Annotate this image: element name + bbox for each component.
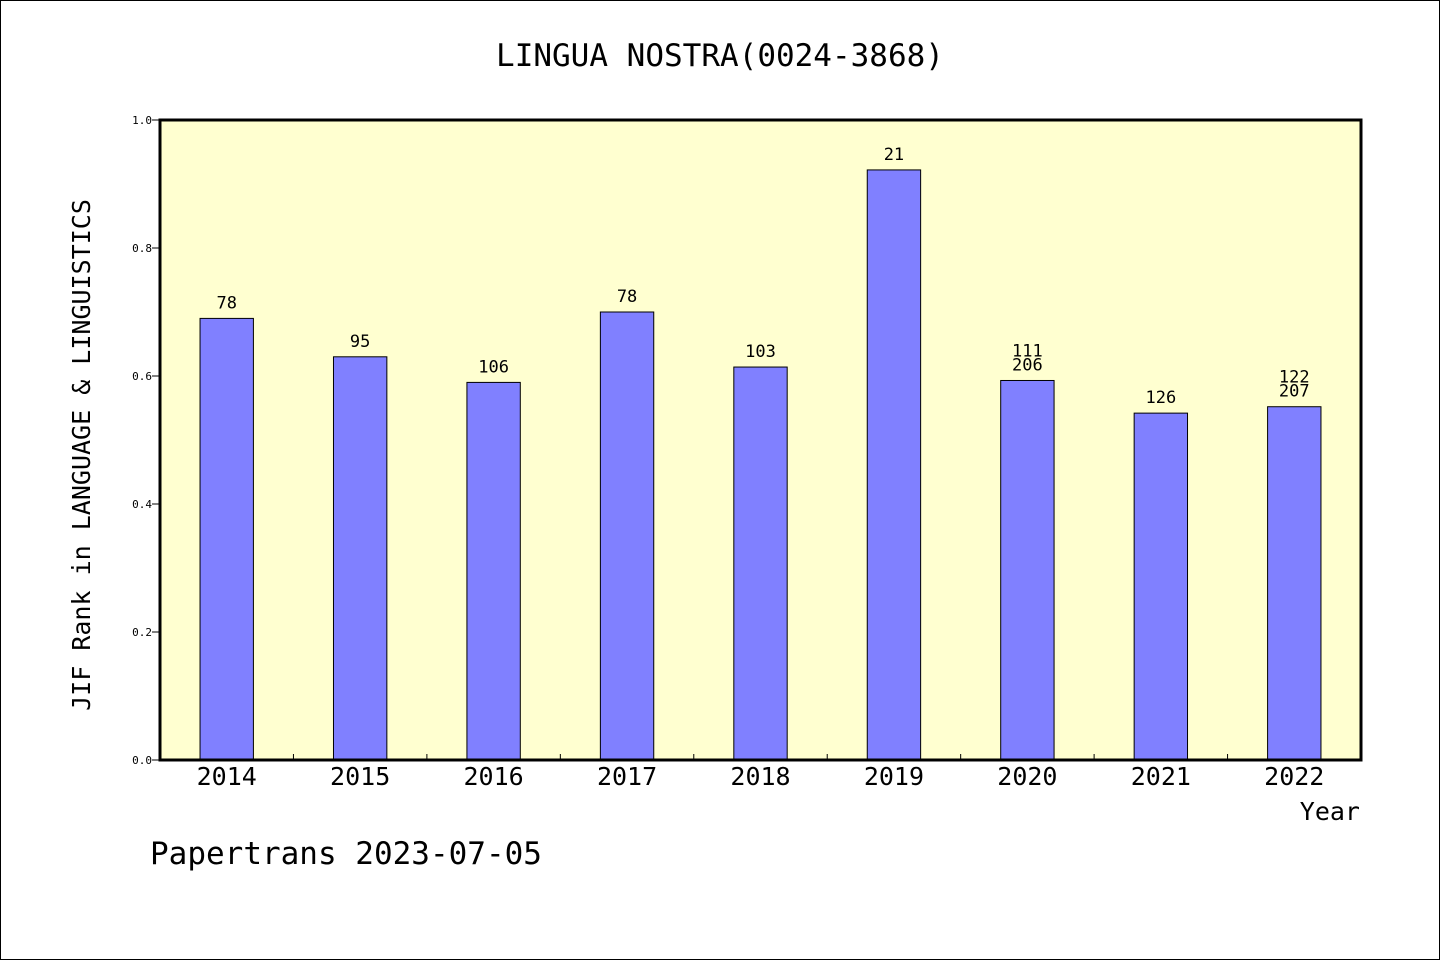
data-label: 126 (1145, 388, 1176, 408)
x-tick-label: 2022 (1264, 762, 1324, 791)
x-tick-label: 2016 (464, 762, 524, 791)
plot-border (158, 118, 1363, 762)
bar-2017 (599, 311, 655, 761)
bar-2018 (733, 366, 788, 761)
x-tick-label: 2014 (197, 762, 257, 791)
bar-2015 (332, 356, 388, 761)
y-tick-label: 0.0 (132, 754, 152, 767)
bar-2014 (199, 317, 254, 761)
data-label: 111 (1012, 341, 1043, 361)
data-label: 95 (350, 332, 370, 352)
y-tick-label: 0.4 (132, 498, 152, 511)
data-label: 78 (216, 293, 236, 313)
footer-credit: Papertrans 2023-07-05 (150, 836, 542, 872)
bar-2021 (1133, 412, 1189, 761)
data-label: 206 (1012, 355, 1043, 375)
x-tick-label: 2020 (997, 762, 1057, 791)
bar-2022 (1267, 406, 1322, 761)
x-tick-label: 2015 (330, 762, 390, 791)
data-label: 122 (1279, 368, 1310, 388)
bar-2020 (1000, 379, 1055, 761)
y-tick-label: 0.6 (132, 370, 152, 383)
x-tick-label: 2021 (1131, 762, 1191, 791)
data-label: 103 (745, 342, 776, 362)
data-label: 106 (478, 357, 509, 377)
x-axis-label: Year (1300, 797, 1360, 826)
data-label: 207 (1279, 382, 1310, 402)
x-tick-label: 2017 (597, 762, 657, 791)
data-label: 78 (617, 287, 637, 307)
data-label: 21 (884, 145, 904, 165)
x-tick-label: 2019 (864, 762, 924, 791)
y-tick-label: 0.2 (132, 626, 152, 639)
y-tick-label: 0.8 (132, 242, 152, 255)
y-axis-label: JIF Rank in LANGUAGE & LINGUISTICS (67, 199, 96, 711)
bar-2016 (466, 381, 521, 761)
y-tick-label: 1.0 (132, 114, 152, 127)
x-tick-label: 2018 (730, 762, 790, 791)
chart-title: LINGUA NOSTRA(0024-3868) (496, 38, 944, 74)
bar-2019 (866, 169, 922, 761)
